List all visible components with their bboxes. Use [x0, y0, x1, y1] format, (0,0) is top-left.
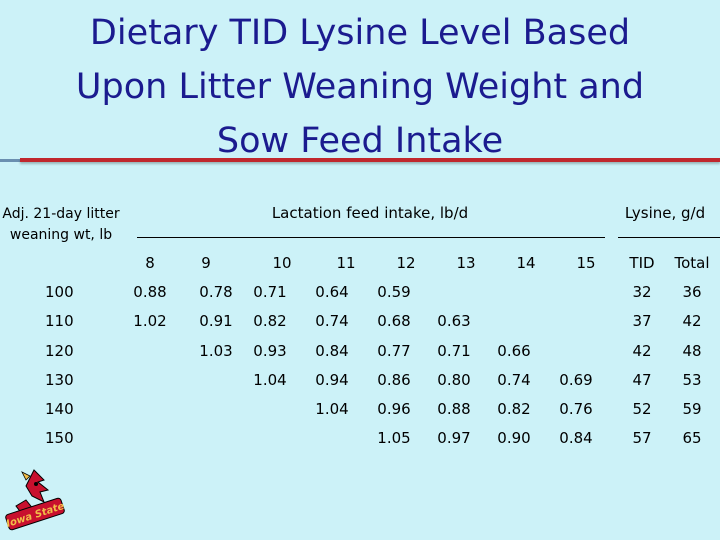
feed-intake-header-underline [137, 237, 605, 238]
row-weight-120: 120 [45, 342, 74, 360]
total-cell: 53 [682, 371, 702, 389]
lysine-header: Lysine, g/d [624, 204, 706, 222]
table-cell: 0.76 [559, 400, 593, 418]
tid-cell: 32 [632, 283, 652, 301]
table-cell: 0.96 [377, 400, 411, 418]
title-divider-left [0, 159, 20, 162]
feed-intake-column-12: 12 [396, 254, 416, 272]
table-cell: 0.91 [199, 312, 233, 330]
table-cell: 0.82 [497, 400, 531, 418]
table-cell: 0.93 [253, 342, 287, 360]
row-header-label: Adj. 21-day litter weaning wt, lb [2, 206, 120, 243]
lysine-header-underline [618, 237, 720, 238]
total-cell: 42 [682, 312, 702, 330]
feed-intake-column-10: 10 [272, 254, 292, 272]
row-weight-140: 140 [45, 400, 74, 418]
table-cell: 0.80 [437, 371, 471, 389]
feed-intake-column-13: 13 [456, 254, 476, 272]
table-cell: 1.02 [133, 312, 167, 330]
iowa-state-logo-icon: Iowa State [5, 469, 66, 531]
row-weight-150: 150 [45, 429, 74, 447]
table-cell: 0.94 [315, 371, 349, 389]
title-line-3: Sow Feed Intake [216, 121, 504, 161]
table-cell: 1.03 [199, 342, 233, 360]
slide-title: Dietary TID Lysine Level Based Upon Litt… [0, 6, 720, 168]
tid-cell: 52 [632, 400, 652, 418]
row-weight-100: 100 [45, 283, 74, 301]
table-cell: 1.04 [253, 371, 287, 389]
tid-cell: 47 [632, 371, 652, 389]
table-cell: 0.74 [315, 312, 349, 330]
table-cell: 0.88 [437, 400, 471, 418]
table-cell: 0.88 [133, 283, 167, 301]
table-cell: 0.69 [559, 371, 593, 389]
lysine-column-tid: TID [629, 254, 655, 272]
total-cell: 59 [682, 400, 702, 418]
title-divider [20, 158, 720, 162]
title-line-1: Dietary TID Lysine Level Based [89, 13, 631, 53]
table-cell: 0.59 [377, 283, 411, 301]
feed-intake-column-14: 14 [516, 254, 536, 272]
tid-cell: 57 [632, 429, 652, 447]
table-cell: 0.63 [437, 312, 471, 330]
table-cell: 0.82 [253, 312, 287, 330]
lysine-column-total: Total [674, 254, 710, 272]
feed-intake-column-8: 8 [145, 254, 155, 272]
table-cell: 0.71 [437, 342, 471, 360]
feed-intake-column-9: 9 [201, 254, 211, 272]
feed-intake-column-11: 11 [336, 254, 356, 272]
total-cell: 65 [682, 429, 702, 447]
feed-intake-header: Lactation feed intake, lb/d [271, 204, 469, 222]
table-cell: 0.97 [437, 429, 471, 447]
table-cell: 0.74 [497, 371, 531, 389]
table-cell: 0.86 [377, 371, 411, 389]
table-cell: 0.84 [559, 429, 593, 447]
table-cell: 0.66 [497, 342, 531, 360]
table-cell: 0.71 [253, 283, 287, 301]
title-line-2: Upon Litter Weaning Weight and [75, 67, 645, 107]
tid-cell: 37 [632, 312, 652, 330]
row-weight-130: 130 [45, 371, 74, 389]
feed-intake-column-15: 15 [576, 254, 596, 272]
table-cell: 0.90 [497, 429, 531, 447]
table-cell: 1.05 [377, 429, 411, 447]
table-cell: 0.68 [377, 312, 411, 330]
table-cell: 0.78 [199, 283, 233, 301]
total-cell: 48 [682, 342, 702, 360]
table-cell: 0.77 [377, 342, 411, 360]
total-cell: 36 [682, 283, 702, 301]
table-cell: 0.64 [315, 283, 349, 301]
table-cell: 0.84 [315, 342, 349, 360]
row-weight-110: 110 [45, 312, 74, 330]
table-cell: 1.04 [315, 400, 349, 418]
tid-cell: 42 [632, 342, 652, 360]
